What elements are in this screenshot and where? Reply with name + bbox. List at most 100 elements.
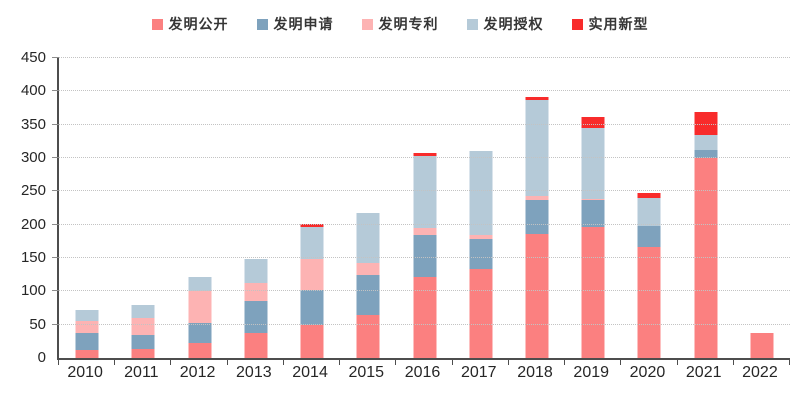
y-tick-mark: [52, 190, 59, 192]
bar-segment: [244, 283, 268, 301]
x-tick-mark: [789, 360, 790, 365]
x-tick-label: 2012: [179, 364, 216, 381]
bar-segment: [413, 276, 437, 358]
x-tick-label: 2015: [348, 364, 385, 381]
bar-segment: [637, 198, 661, 227]
gridline: [59, 90, 790, 92]
legend-label: 实用新型: [588, 16, 649, 32]
bar-segment: [356, 212, 380, 263]
legend-item-0: 发明公开: [151, 14, 229, 34]
bar-segment: [244, 300, 268, 334]
y-tick-label: 200: [20, 215, 46, 233]
y-tick-label: 400: [20, 82, 46, 100]
bar-segment: [525, 196, 549, 200]
bar-slot-2010: [59, 58, 115, 358]
bar-segment: [188, 290, 212, 324]
gridline: [59, 57, 790, 58]
bar-2016: [413, 153, 437, 358]
bar-segment: [413, 234, 437, 277]
y-axis-labels: 0 50 100 150 200 250 300 350 400 450: [0, 49, 46, 366]
bar-segment: [694, 158, 718, 358]
x-tick-label: 2022: [742, 364, 778, 381]
bar-segment: [75, 350, 99, 358]
legend-item-2: 发明专利: [361, 14, 439, 34]
x-tick-label: 2016: [404, 364, 441, 381]
bar-segment: [356, 314, 380, 358]
bar-segment: [413, 153, 437, 157]
gridline: [59, 323, 790, 325]
x-tick-mark: [676, 360, 678, 365]
x-tick-mark: [620, 360, 622, 365]
legend-label: 发明申请: [273, 16, 334, 32]
bar-slot-2018: [509, 58, 565, 358]
x-tick-mark: [395, 360, 397, 365]
gridline: [59, 290, 790, 292]
legend-swatch-icon: [361, 18, 373, 30]
x-tick-mark: [507, 360, 509, 365]
bar-segment: [188, 276, 212, 291]
bar-segment: [525, 97, 549, 100]
bar-segment: [469, 235, 493, 240]
y-tick-label: 50: [29, 315, 46, 333]
bar-slot-2021: [678, 58, 734, 358]
x-tick-mark: [282, 360, 284, 365]
bar-segment: [525, 100, 549, 196]
y-tick-label: 150: [20, 249, 46, 266]
y-tick-mark: [52, 123, 59, 125]
bar-segment: [75, 320, 99, 333]
bar-segment: [131, 348, 155, 358]
gridline: [59, 123, 790, 125]
bar-slot-2020: [621, 58, 677, 358]
bar-segment: [75, 332, 99, 350]
bar-2021: [694, 112, 718, 358]
x-tick-mark: [114, 360, 116, 365]
bar-segment: [300, 224, 324, 227]
bar-segment: [637, 192, 661, 199]
y-tick-mark: [52, 157, 59, 158]
bar-segment: [581, 200, 605, 227]
y-tick-label: 250: [20, 182, 46, 200]
x-tick-label: 2021: [685, 364, 722, 381]
gridline: [59, 223, 790, 225]
legend-label: 发明公开: [168, 16, 229, 32]
legend-label: 发明授权: [483, 16, 544, 32]
bar-segment: [637, 226, 661, 247]
bar-segment: [131, 335, 155, 349]
legend-swatch-icon: [466, 18, 478, 30]
bar-slot-2014: [284, 58, 340, 358]
bar-segment: [581, 226, 605, 358]
bar-slot-2012: [171, 58, 227, 358]
bar-segment: [413, 228, 437, 235]
legend-swatch-icon: [151, 18, 163, 30]
bar-2022: [750, 333, 774, 358]
bar-segment: [131, 318, 155, 336]
bar-slot-2019: [565, 58, 621, 358]
bar-segment: [694, 134, 718, 150]
x-tick-mark: [451, 360, 453, 365]
bar-segment: [131, 304, 155, 319]
bar-segment: [188, 343, 212, 358]
bar-segment: [525, 234, 549, 358]
bar-segment: [637, 246, 661, 358]
legend-swatch-icon: [256, 18, 268, 30]
bar-segment: [581, 117, 605, 129]
x-tick-label: 2011: [124, 364, 159, 381]
bar-slot-2015: [340, 58, 396, 358]
legend-label: 发明专利: [378, 16, 439, 32]
y-tick-label: 0: [37, 349, 46, 366]
y-tick-label: 300: [20, 149, 46, 166]
x-tick-mark: [58, 360, 59, 365]
bar-segment: [356, 274, 380, 315]
x-tick-mark: [732, 360, 734, 365]
bar-2018: [525, 97, 549, 358]
plot-area: [52, 57, 790, 365]
gridline: [59, 157, 790, 158]
bar-segment: [581, 128, 605, 199]
bar-slot-2016: [396, 58, 452, 358]
x-tick-label: 2014: [292, 364, 328, 381]
bar-2010: [75, 310, 99, 358]
y-tick-mark: [52, 323, 59, 325]
x-tick-label: 2017: [460, 364, 497, 381]
bar-slot-2022: [734, 58, 790, 358]
